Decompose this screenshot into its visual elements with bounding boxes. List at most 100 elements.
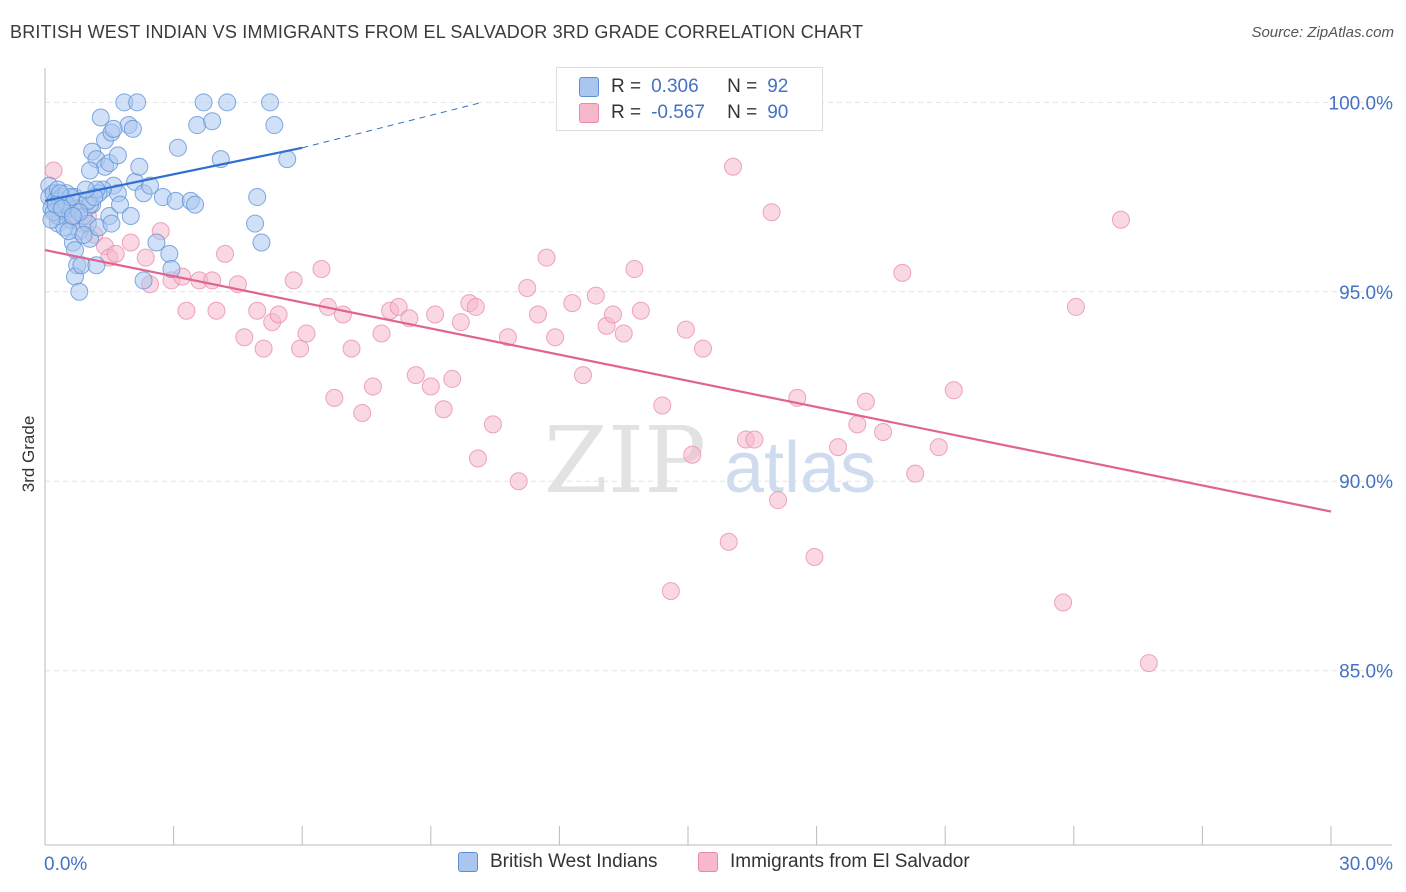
pink-point [106, 244, 125, 263]
pink-point [269, 305, 288, 324]
blue-point [111, 195, 130, 214]
blue-point [130, 157, 149, 176]
watermark: ZIP atlas [544, 407, 876, 514]
pink-point [603, 305, 622, 324]
legend-label: Immigrants from El Salvador [730, 851, 970, 872]
pink-point [653, 396, 672, 415]
pink-point [426, 305, 445, 324]
y-axis-label: 3rd Grade [19, 416, 38, 493]
legend-r-value: 0.306 [651, 76, 699, 97]
y-tick-label: 90.0% [1339, 472, 1393, 493]
pink-point [451, 313, 470, 332]
pink-point [683, 445, 702, 464]
pink-point [216, 244, 235, 263]
pink-point [509, 472, 528, 491]
pink-point [363, 377, 382, 396]
pink-point [434, 400, 453, 419]
legend-n-label: N = [727, 102, 758, 123]
legend-n-value: 92 [767, 76, 789, 97]
pink-point [625, 260, 644, 279]
blue-point [162, 260, 181, 279]
blue-point [102, 214, 121, 233]
pink-point [177, 301, 196, 320]
pink-point [762, 203, 781, 222]
pink-point [1111, 210, 1130, 229]
pink-point [421, 377, 440, 396]
blue-point [203, 112, 222, 131]
x-tick-label: 30.0% [1339, 854, 1393, 875]
pink-point [694, 339, 713, 358]
legend-swatch-blue [458, 852, 478, 872]
blue-point [246, 214, 265, 233]
pink-point [745, 430, 764, 449]
pink-point [537, 248, 556, 267]
pink-point [546, 328, 565, 347]
pink-point [1066, 297, 1085, 316]
pink-point [342, 339, 361, 358]
legend-swatch-pink [579, 103, 599, 123]
blue-trend-line [44, 146, 303, 202]
blue-point [128, 93, 147, 112]
blue-point [166, 191, 185, 210]
blue-point [81, 161, 100, 180]
blue-point [59, 222, 78, 241]
blue-point [248, 188, 267, 207]
blue-point [63, 206, 82, 225]
pink-point [254, 339, 273, 358]
pink-point [573, 366, 592, 385]
blue-point [194, 93, 213, 112]
pink-point [614, 324, 633, 343]
watermark-zip: ZIP [544, 407, 706, 514]
pink-point [906, 464, 925, 483]
y-tick-label: 100.0% [1329, 93, 1394, 114]
pink-point [353, 404, 372, 423]
legend-label: British West Indians [490, 851, 658, 872]
pink-point [207, 301, 226, 320]
pink-point [724, 157, 743, 176]
trend-layer [44, 101, 1332, 513]
chart-title: BRITISH WEST INDIAN VS IMMIGRANTS FROM E… [10, 22, 864, 42]
pink-point [235, 328, 254, 347]
pink-point [805, 548, 824, 567]
pink-point [443, 369, 462, 388]
legend-r-label: R = [611, 102, 642, 123]
pink-point [719, 532, 738, 551]
pink-point [676, 320, 695, 339]
legend-n-value: 90 [767, 102, 789, 123]
series-legend: British West Indians Immigrants from El … [0, 851, 1406, 879]
pink-point [325, 388, 344, 407]
blue-point [147, 233, 166, 252]
blue-point [121, 206, 140, 225]
blue-point [265, 116, 284, 135]
pink-point [563, 294, 582, 313]
blue-point [70, 282, 89, 301]
pink-point [848, 415, 867, 434]
y-tick-label: 85.0% [1339, 662, 1393, 683]
pink-point [136, 248, 155, 267]
pink-point [498, 328, 517, 347]
pink-point [769, 491, 788, 510]
legend-r-value: -0.567 [651, 102, 705, 123]
pink-point [121, 233, 140, 252]
blue-point [160, 244, 179, 263]
legend-row-pink: R = -0.567 N = 90 [579, 101, 788, 125]
pink-point [528, 305, 547, 324]
blue-point [108, 146, 127, 165]
correlation-legend: R = 0.306 N = 92 R = -0.567 N = 90 [556, 67, 823, 131]
axis-layer [44, 68, 1392, 846]
blue-point [252, 233, 271, 252]
blue-point [168, 138, 187, 157]
blue-trend-extension [302, 101, 483, 149]
pink-point [406, 366, 425, 385]
blue-point [141, 176, 160, 195]
legend-swatch-pink [698, 852, 718, 872]
blue-point [261, 93, 280, 112]
pink-point [856, 392, 875, 411]
pink-point [248, 301, 267, 320]
pink-point [1054, 593, 1073, 612]
points-layer [40, 93, 1158, 673]
pink-point [483, 415, 502, 434]
legend-n-label: N = [727, 76, 758, 97]
pink-point [586, 286, 605, 305]
